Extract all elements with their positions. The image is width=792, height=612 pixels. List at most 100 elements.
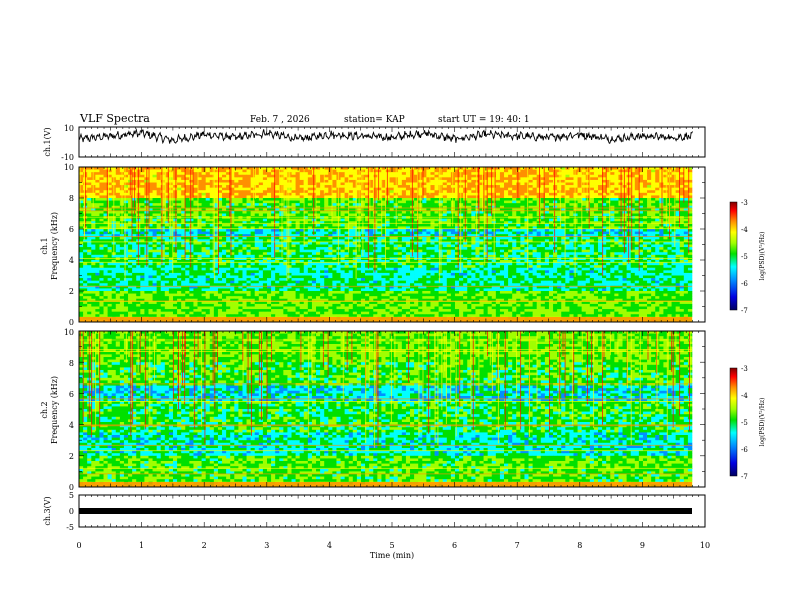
spec1-cell <box>234 205 239 209</box>
spec1-cell <box>630 172 636 176</box>
spec1-cell <box>258 167 264 170</box>
spec1-cell <box>291 223 296 227</box>
spec1-cell <box>181 182 186 186</box>
spec1-cell <box>123 218 129 222</box>
spec1-cell <box>283 247 288 250</box>
spec1-cell <box>152 244 157 248</box>
spec1-cell <box>675 187 681 191</box>
spec1-cell <box>250 210 256 214</box>
spec1-cell <box>638 203 644 207</box>
spec1-cell <box>250 185 256 188</box>
spec1-cell <box>316 203 321 207</box>
spec1-cell <box>128 210 133 214</box>
spec1-cell <box>614 187 619 191</box>
spec1-cell <box>487 179 493 183</box>
spec1-cell <box>128 198 133 201</box>
spec1-cell <box>508 174 513 178</box>
spec1-cell <box>197 190 202 194</box>
spec1-cell <box>344 177 350 181</box>
spec1-cell <box>164 247 170 250</box>
spec1-cell <box>614 198 619 201</box>
spec1-cell <box>483 200 488 204</box>
spec1-cell <box>389 192 394 196</box>
spec1-cell <box>303 203 309 207</box>
spec1-cell <box>123 187 129 191</box>
spec1-cell <box>185 221 190 225</box>
spec1-cell <box>516 192 521 196</box>
spec1-cell <box>352 179 358 183</box>
spec1-cell <box>328 241 333 245</box>
spec1-cell <box>405 198 411 201</box>
spec1-cell <box>397 247 403 250</box>
spec1-cell <box>185 187 190 191</box>
spec1-cell <box>320 167 325 170</box>
spec1-cell <box>189 226 194 230</box>
spec1-cell <box>602 223 607 227</box>
spec1-cell <box>532 198 538 201</box>
spec1-cell <box>328 223 333 227</box>
spec1-cell <box>177 198 182 201</box>
spec1-cell <box>152 239 157 243</box>
spec1-cell <box>536 167 542 170</box>
spec1-cell <box>385 218 390 222</box>
spec1-cell <box>561 234 566 238</box>
spec1-cell <box>320 179 325 183</box>
spec1-cell <box>79 226 84 230</box>
spec1-cell <box>79 210 84 214</box>
spec1-cell <box>307 190 313 194</box>
spec1-cell <box>454 239 460 243</box>
spec1-cell <box>528 172 533 176</box>
spec1-cell <box>446 247 452 250</box>
spec1-cell <box>450 239 456 243</box>
spec1-cell <box>442 200 448 204</box>
spec1-cell <box>152 236 157 240</box>
spec1-cell <box>156 185 162 188</box>
spec1-cell <box>655 169 660 173</box>
spec1-cell <box>687 195 693 199</box>
spec1-cell <box>487 221 493 225</box>
spec1-cell <box>156 236 162 240</box>
spec1-cell <box>405 241 411 245</box>
spec1-cell <box>107 213 112 217</box>
spec1-cell <box>687 231 693 235</box>
spec1-cell <box>573 208 578 212</box>
spec1-cell <box>222 241 227 245</box>
spec1-cell <box>217 174 223 178</box>
spec1-cell <box>132 231 137 235</box>
spec1-cell <box>540 210 546 214</box>
spec1-cell <box>471 213 476 217</box>
spec1-cell <box>647 187 652 191</box>
spec1-cell <box>512 226 517 230</box>
spec1-cell <box>602 200 607 204</box>
spec1-cell <box>189 210 194 214</box>
spec1-cell <box>250 167 256 170</box>
spec1-cell <box>634 221 640 225</box>
spec1-cell <box>614 244 619 248</box>
spec1-cell <box>324 244 329 248</box>
spec1-cell <box>316 192 321 196</box>
spec1-cell <box>172 167 178 170</box>
spec1-cell <box>201 221 206 225</box>
spec1-cell <box>679 195 685 199</box>
spec1-cell <box>226 179 231 183</box>
spec1-cell <box>328 205 333 209</box>
spec1-cell <box>536 241 542 245</box>
spec1-cell <box>561 198 566 201</box>
spec1-cell <box>156 179 162 183</box>
spec1-cell <box>426 198 431 201</box>
spec1-cell <box>348 229 354 232</box>
spec1-cell <box>303 182 309 186</box>
spec1-cell <box>369 169 374 173</box>
spec1-cell <box>679 169 685 173</box>
spec1-cell <box>156 169 162 173</box>
spec1-cell <box>532 185 538 188</box>
spec1-cell <box>512 247 517 250</box>
spec1-cell <box>577 239 582 243</box>
spec1-cell <box>401 223 407 227</box>
spec1-cell <box>528 192 533 196</box>
spec1-cell <box>226 231 231 235</box>
spec1-cell <box>642 195 648 199</box>
spec1-cell <box>324 200 329 204</box>
spec1-cell <box>193 195 198 199</box>
spec1-cell <box>581 236 587 240</box>
